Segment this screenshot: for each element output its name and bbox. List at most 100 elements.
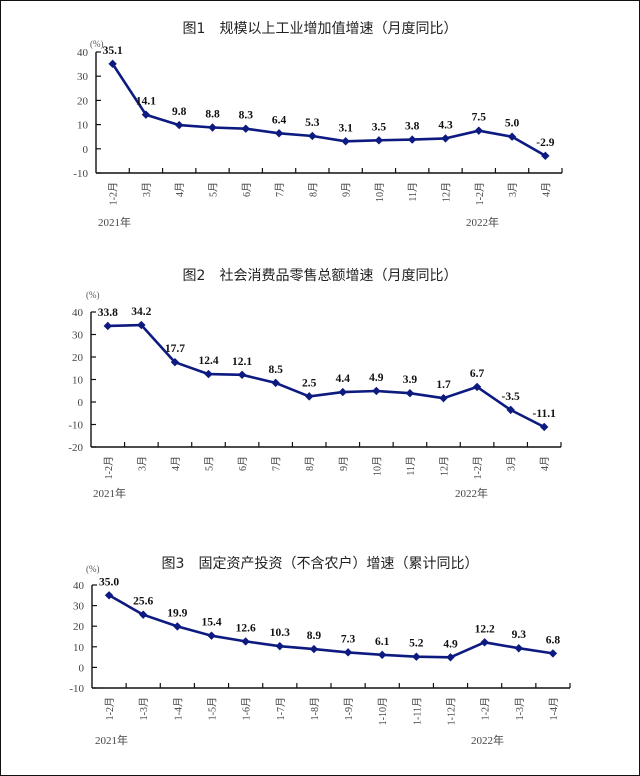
x-category-label: 1-12月 xyxy=(446,697,458,725)
diamond-marker-icon xyxy=(170,357,180,367)
diamond-marker-icon xyxy=(139,610,148,619)
diamond-marker-icon xyxy=(439,393,448,403)
data-label: 3.9 xyxy=(403,374,418,386)
y-unit-label: (%) xyxy=(86,290,100,300)
x-category-label: 1-5月 xyxy=(207,697,219,720)
data-label: 8.3 xyxy=(239,110,254,122)
y-tick-label: 40 xyxy=(77,47,89,59)
diamond-marker-icon xyxy=(372,386,381,396)
x-category-label: 6月 xyxy=(237,456,249,471)
data-label: 12.6 xyxy=(236,622,256,634)
x-category-label: 1-3月 xyxy=(514,697,526,720)
diamond-marker-icon xyxy=(204,369,213,379)
x-category-label: 7月 xyxy=(271,456,283,471)
data-label: 5.0 xyxy=(505,118,520,130)
series-line xyxy=(107,323,545,429)
diamond-marker-icon xyxy=(480,638,489,647)
x-category-label: 11月 xyxy=(405,456,417,476)
y-tick-label: 20 xyxy=(73,621,85,633)
y-tick-label: 30 xyxy=(72,330,84,342)
data-label: 35.1 xyxy=(103,45,123,57)
year-label: 2022年 xyxy=(466,215,499,229)
x-category-label: 9月 xyxy=(341,182,353,197)
x-category-label: 1-2月 xyxy=(480,697,492,720)
series-line xyxy=(108,594,554,659)
x-category-label: 12月 xyxy=(439,456,451,476)
data-label: -2.9 xyxy=(536,137,554,149)
diamond-marker-icon xyxy=(474,126,483,135)
chart-title: 图2 社会消费品零售总额增速（月度同比） xyxy=(183,268,458,284)
x-category-label: 3月 xyxy=(136,456,148,471)
diamond-marker-icon xyxy=(343,648,353,657)
diamond-marker-icon xyxy=(548,649,558,658)
x-category-label: 9月 xyxy=(338,456,350,471)
diamond-marker-icon xyxy=(541,151,550,161)
x-category-label: 5月 xyxy=(204,456,216,471)
diamond-marker-icon xyxy=(405,389,415,398)
chart3: 图3 固定资产投资（不含农户）增速（累计同比） (%)40 30 20 10 0 -10 1-… xyxy=(69,555,571,747)
diamond-marker-icon xyxy=(308,131,317,141)
y-tick-label: 0 xyxy=(78,397,84,409)
diamond-marker-icon xyxy=(309,644,319,654)
diamond-marker-icon xyxy=(241,124,250,133)
diamond-marker-icon xyxy=(173,622,182,631)
data-label: 6.4 xyxy=(272,114,287,126)
data-label: 33.8 xyxy=(98,307,118,319)
x-category-label: 1-2月 xyxy=(104,697,116,720)
diamond-marker-icon xyxy=(104,591,114,600)
data-label: 17.7 xyxy=(165,343,185,355)
data-label: -3.5 xyxy=(502,391,520,403)
diamond-marker-icon xyxy=(378,650,387,660)
data-label: 9.3 xyxy=(512,629,527,641)
y-tick-label: 40 xyxy=(73,580,85,592)
y-tick-label: 20 xyxy=(72,352,84,364)
diamond-marker-icon xyxy=(338,387,347,397)
y-tick-label: 10 xyxy=(72,375,84,387)
x-category-label: 10月 xyxy=(371,456,383,476)
diamond-marker-icon xyxy=(441,134,450,143)
data-label: 6.7 xyxy=(470,368,485,380)
diamond-marker-icon xyxy=(305,392,314,401)
diamond-marker-icon xyxy=(472,382,482,392)
x-category-label: 1-3月 xyxy=(138,697,150,720)
diamond-marker-icon xyxy=(506,405,515,415)
x-category-label: 1-2月 xyxy=(103,456,115,479)
x-category-label: 10月 xyxy=(374,182,386,202)
diamond-marker-icon xyxy=(507,132,517,141)
y-tick-label: -10 xyxy=(73,168,88,180)
x-category-label: 4月 xyxy=(174,182,186,197)
x-category-label: 1-11月 xyxy=(411,697,423,725)
x-category-label: 8月 xyxy=(307,182,319,197)
x-category-label: 1-2月 xyxy=(474,182,486,205)
year-label: 2021年 xyxy=(93,486,126,500)
diamond-marker-icon xyxy=(108,59,117,69)
year-label: 2021年 xyxy=(95,733,128,747)
data-label: 12.2 xyxy=(475,623,495,635)
x-category-label: 4月 xyxy=(540,182,552,197)
diamond-marker-icon xyxy=(237,370,247,379)
x-category-label: 11月 xyxy=(407,182,419,202)
data-label: 6.8 xyxy=(546,634,561,646)
y-tick-label: -20 xyxy=(68,442,83,454)
data-label: 8.5 xyxy=(268,364,283,376)
data-label: -11.1 xyxy=(533,408,557,420)
x-category-label: 6月 xyxy=(241,182,253,197)
x-category-label: 1-4月 xyxy=(548,697,560,720)
data-label: 7.5 xyxy=(472,112,487,124)
data-label: 3.1 xyxy=(338,122,353,134)
diamond-marker-icon xyxy=(514,644,523,653)
data-label: 8.9 xyxy=(307,630,322,642)
year-label: 2022年 xyxy=(455,486,488,500)
data-label: 7.3 xyxy=(341,633,356,645)
y-tick-label: 0 xyxy=(83,144,89,156)
diamond-marker-icon xyxy=(141,110,151,119)
data-label: 6.1 xyxy=(375,636,390,648)
y-unit-label: (%) xyxy=(86,564,100,574)
diamond-marker-icon xyxy=(103,321,112,331)
chart-title: 图1 规模以上工业增加值增速（月度同比） xyxy=(183,21,458,37)
data-label: 5.3 xyxy=(305,117,320,129)
x-category-label: 1-8月 xyxy=(309,697,321,720)
chart1: 图1 规模以上工业增加值增速（月度同比） (%)40 30 20 10 0 -10 1-2月 3… xyxy=(73,21,563,229)
y-tick-label: 20 xyxy=(77,95,89,107)
data-label: 4.9 xyxy=(369,372,384,384)
